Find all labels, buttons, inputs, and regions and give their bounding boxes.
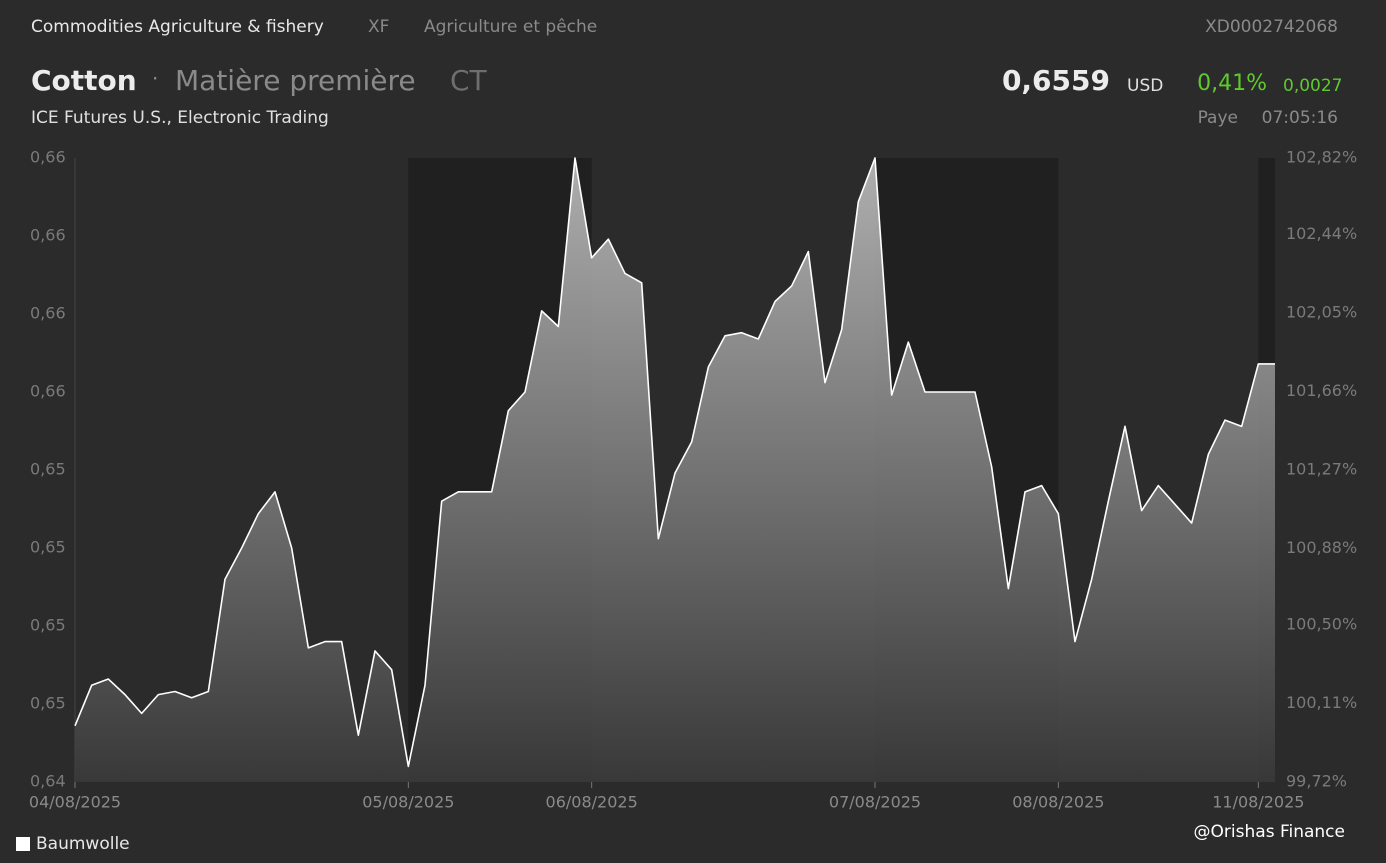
y-tick-label: 0,65	[30, 616, 66, 635]
sector: Commodities Agriculture & fishery	[31, 17, 324, 37]
time: 07:05:16	[1262, 108, 1338, 128]
y-tick-label: 0,65	[30, 460, 66, 479]
change-abs: 0,0027	[1283, 76, 1342, 96]
y-tick-label: 0,65	[30, 538, 66, 557]
x-tick-label: 04/08/2025	[29, 793, 121, 812]
y2-tick-label: 100,11%	[1286, 693, 1357, 712]
legend-swatch	[16, 837, 30, 851]
x-tick-label: 07/08/2025	[829, 793, 921, 812]
y-tick-label: 0,66	[30, 148, 66, 167]
y-tick-label: 0,66	[30, 382, 66, 401]
currency: USD	[1127, 76, 1163, 96]
x-tick-label: 05/08/2025	[362, 793, 454, 812]
y2-tick-label: 102,82%	[1286, 148, 1357, 167]
y2-tick-label: 100,88%	[1286, 538, 1357, 557]
legend-label: Baumwolle	[36, 834, 130, 854]
country: Paye	[1198, 108, 1238, 128]
y-tick-label: 0,65	[30, 694, 66, 713]
y2-tick-label: 102,44%	[1286, 224, 1357, 243]
code: XF	[368, 17, 389, 37]
y2-tick-label: 99,72%	[1286, 772, 1347, 791]
kind: Matière première	[175, 64, 416, 97]
x-tick-label: 08/08/2025	[1012, 793, 1104, 812]
y-tick-label: 0,66	[30, 226, 66, 245]
y-tick-label: 0,64	[30, 772, 66, 791]
y2-tick-label: 101,27%	[1286, 460, 1357, 479]
change-pct: 0,41%	[1197, 71, 1267, 96]
price: 0,6559	[1002, 64, 1110, 97]
area-fill	[75, 158, 1275, 782]
ticker: CT	[450, 64, 488, 97]
y2-tick-label: 102,05%	[1286, 302, 1357, 321]
y2-tick-label: 100,50%	[1286, 614, 1357, 633]
y2-tick-label: 101,66%	[1286, 381, 1357, 400]
instrument-name: Cotton	[31, 64, 137, 97]
x-tick-label: 11/08/2025	[1212, 793, 1304, 812]
sector-fr: Agriculture et pêche	[424, 17, 597, 37]
watermark: @Orishas Finance	[1194, 822, 1345, 842]
series-line	[74, 157, 1275, 768]
separator: ·	[152, 67, 158, 91]
exchange: ICE Futures U.S., Electronic Trading	[31, 108, 329, 128]
x-tick-label: 06/08/2025	[546, 793, 638, 812]
isin: XD0002742068	[1205, 17, 1338, 37]
y-tick-label: 0,66	[30, 304, 66, 323]
